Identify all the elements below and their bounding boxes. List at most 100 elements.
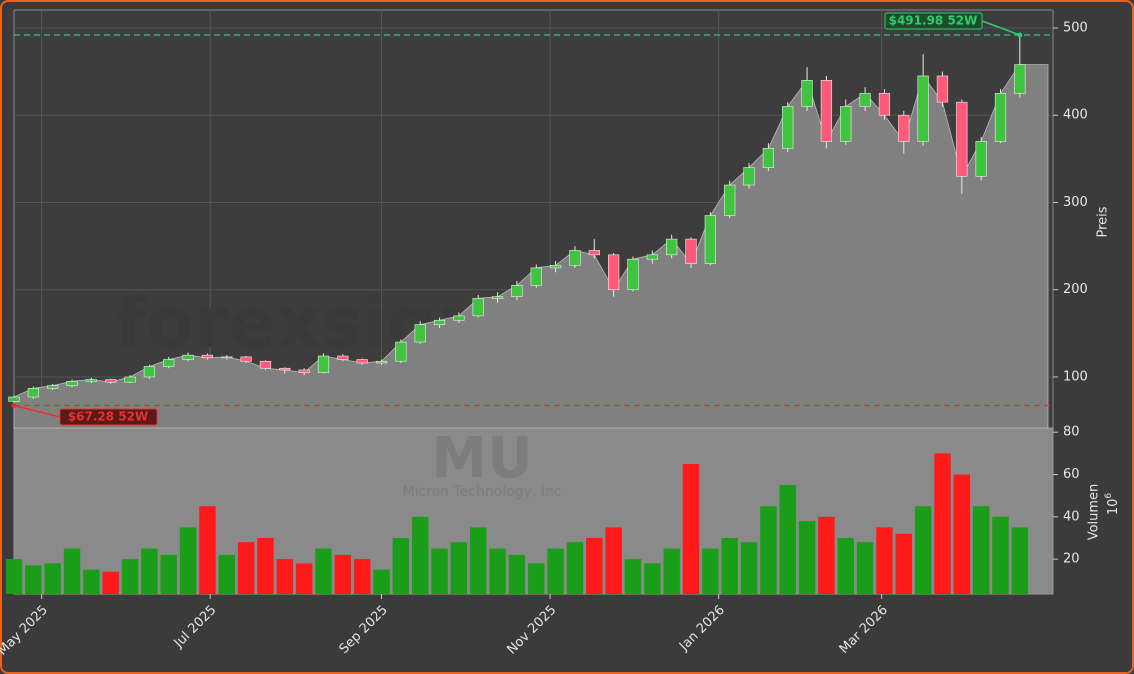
candle-body <box>724 184 736 216</box>
volume-bar <box>566 542 584 594</box>
range-label: $491.98 52W <box>884 12 983 30</box>
volume-bar <box>237 542 255 594</box>
candle-body <box>704 215 716 264</box>
y-tick-label: 300 <box>1063 195 1088 210</box>
watermark-company: Micron Technology, Inc <box>402 484 561 500</box>
volume-bar <box>721 537 738 594</box>
candle-body <box>375 360 388 364</box>
y-tick-label: 400 <box>1063 108 1088 123</box>
candle-body <box>511 285 523 297</box>
volume-bar <box>624 559 642 594</box>
volume-bar <box>798 521 816 594</box>
candle-body <box>395 341 407 362</box>
candle-body <box>801 80 813 107</box>
volume-bar <box>547 548 564 594</box>
volume-unit-exponent: 6 <box>1104 493 1114 499</box>
volume-bar <box>179 527 197 594</box>
volume-bar <box>373 569 390 594</box>
volume-bar <box>141 548 158 594</box>
volume-bar <box>121 559 139 594</box>
candle-body <box>124 376 136 383</box>
volume-bar <box>914 506 932 594</box>
candle-body <box>898 114 910 142</box>
volume-y-tick-label: 80 <box>1063 425 1080 440</box>
volume-y-tick-label: 60 <box>1063 467 1080 482</box>
candle-body <box>666 238 678 256</box>
volume-bar <box>528 563 545 594</box>
volume-unit-base: 10 <box>1106 499 1121 516</box>
y-tick-label: 200 <box>1063 282 1088 297</box>
y-axis-label: Preis <box>1096 206 1111 237</box>
candle-body <box>66 381 78 386</box>
range-label-text: $491.98 52W <box>889 14 978 28</box>
volume-bar <box>837 537 854 594</box>
volume-bar <box>818 516 835 594</box>
candle-body <box>588 250 600 256</box>
candle-body <box>936 75 949 103</box>
volume-bar <box>470 527 487 594</box>
candle-body <box>859 93 871 107</box>
x-tick-label: Sep 2025 <box>337 603 391 657</box>
candle-body <box>143 366 156 378</box>
range-label: $67.28 52W <box>59 408 158 426</box>
volume-bar <box>605 527 622 594</box>
volume-bar <box>508 554 526 594</box>
volume-bar <box>953 474 971 594</box>
volume-bar <box>644 563 661 594</box>
candle-body <box>453 315 465 321</box>
range-arrow <box>13 404 61 418</box>
candle-body <box>743 167 755 186</box>
volume-bar <box>740 542 758 594</box>
volume-unit: 106 <box>1104 493 1121 516</box>
volume-y-tick-label: 40 <box>1063 509 1080 524</box>
volume-bar <box>199 506 216 594</box>
candle-body <box>917 75 929 142</box>
volume-bar <box>411 516 429 594</box>
volume-bar <box>1011 527 1029 594</box>
candle-body <box>433 319 446 325</box>
x-tick-label: Jul 2025 <box>171 603 220 652</box>
volume-bar <box>972 506 990 594</box>
candle-body <box>782 106 794 149</box>
volume-bar <box>856 542 874 594</box>
volume-bar <box>895 533 913 594</box>
candle-body <box>414 324 426 343</box>
volume-bar <box>392 537 410 594</box>
volume-bar <box>102 571 119 594</box>
volume-bar <box>663 548 680 594</box>
volume-bar <box>295 563 313 594</box>
candle-body <box>337 355 349 360</box>
range-arrow-head <box>11 403 17 409</box>
range-arrow <box>981 20 1021 36</box>
candle-body <box>530 267 542 286</box>
volume-bar <box>353 559 371 594</box>
candle-body <box>201 354 214 359</box>
volume-bar <box>83 569 100 594</box>
candle-body <box>975 141 987 177</box>
volume-bar <box>315 548 332 594</box>
candle-body <box>47 385 59 389</box>
volume-bar <box>934 453 951 594</box>
candle-body <box>259 360 272 369</box>
y-tick-label: 500 <box>1063 20 1088 35</box>
volume-bar <box>489 548 506 594</box>
x-tick-label: Nov 2025 <box>505 603 560 658</box>
volume-bar <box>431 548 448 594</box>
candle-body <box>27 388 39 398</box>
volume-bar <box>702 548 719 594</box>
candle-body <box>298 369 310 373</box>
candle-body <box>646 254 658 260</box>
volume-bar <box>586 537 603 594</box>
volume-bar <box>160 554 177 594</box>
candle-body <box>956 101 968 177</box>
volume-bar <box>63 548 81 594</box>
candle-body <box>1014 64 1026 94</box>
candle-body <box>820 80 833 142</box>
x-tick-label: Mar 2026 <box>837 603 891 657</box>
candle-body <box>472 298 484 317</box>
volume-bar <box>682 463 700 594</box>
candle-body <box>994 93 1007 142</box>
candle-body <box>569 250 581 266</box>
volume-bar <box>779 485 796 594</box>
candle-body <box>240 356 252 362</box>
